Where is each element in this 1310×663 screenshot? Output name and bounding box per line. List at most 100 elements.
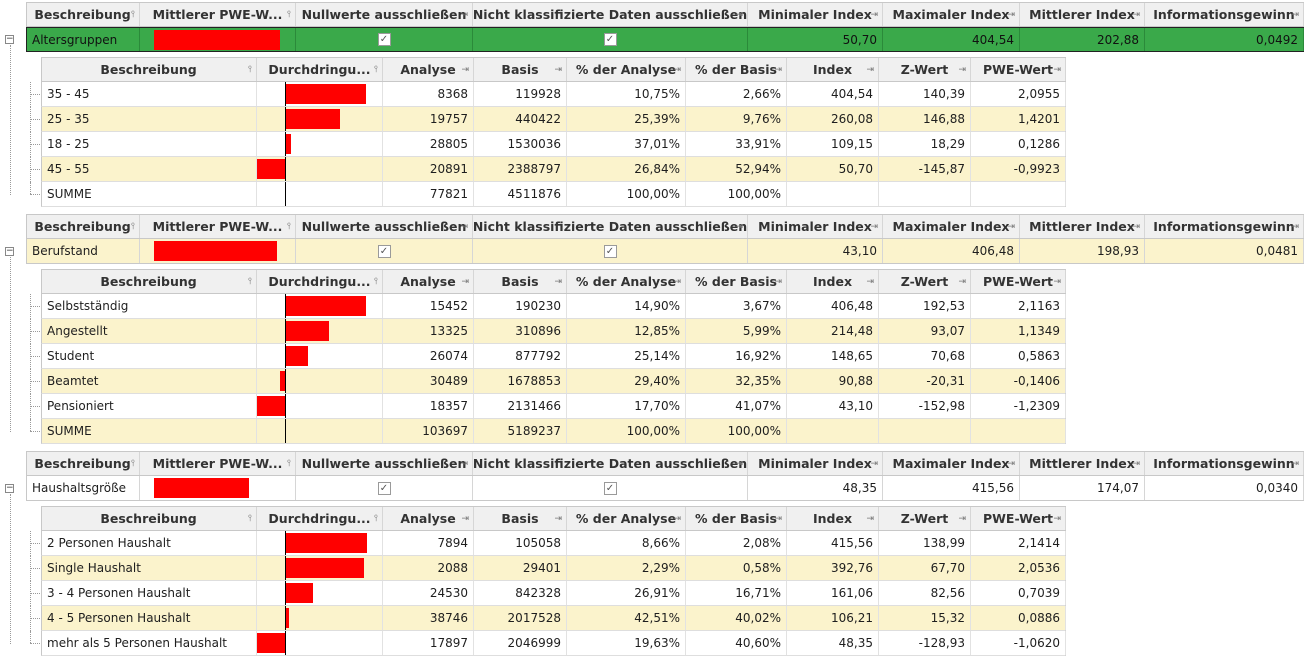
pin-icon[interactable]: ⇥ — [1132, 459, 1140, 469]
detail-row[interactable]: Angestellt 13325 310896 12,85% 5,99% 214,48 93… — [41, 319, 1066, 344]
detail-column-header-index[interactable]: Index ⇥ — [787, 270, 879, 293]
filter-pin-icon[interactable]: ⫯ — [287, 10, 291, 20]
column-header-nullwerte[interactable]: Nullwerte ausschließen ⇥ — [296, 452, 473, 475]
column-header-min-index[interactable]: Minimaler Index ⇥ — [748, 3, 883, 26]
pin-icon[interactable]: ⇥ — [958, 65, 966, 75]
filter-pin-icon[interactable]: ⫯ — [248, 65, 252, 75]
detail-column-header-pct-analyse[interactable]: % der Analyse ⇥ — [567, 58, 686, 81]
pin-icon[interactable]: ⇥ — [554, 514, 562, 524]
column-header-max-index[interactable]: Maximaler Index ⇥ — [883, 452, 1020, 475]
detail-column-header-durchdringung[interactable]: Durchdringu... ⫯ — [257, 270, 383, 293]
pin-icon[interactable]: ⇥ — [958, 277, 966, 287]
pin-icon[interactable]: ⇥ — [1291, 459, 1299, 469]
filter-pin-icon[interactable]: ⫯ — [248, 514, 252, 524]
pin-icon[interactable]: ⇥ — [735, 10, 743, 20]
filter-pin-icon[interactable]: ⫯ — [131, 459, 135, 469]
detail-column-header-pct-basis[interactable]: % der Basis ⇥ — [686, 58, 787, 81]
column-header-mittlerer-pwe[interactable]: Mittlerer PWE-W... ⫯ — [140, 452, 296, 475]
checkbox[interactable]: ✓ — [377, 244, 391, 258]
pin-icon[interactable]: ⇥ — [1132, 10, 1140, 20]
column-header-min-index[interactable]: Minimaler Index ⇥ — [748, 452, 883, 475]
column-header-mittlerer-index[interactable]: Mittlerer Index ⇥ — [1020, 3, 1145, 26]
filter-pin-icon[interactable]: ⫯ — [287, 459, 291, 469]
column-header-min-index[interactable]: Minimaler Index ⇥ — [748, 215, 883, 238]
filter-pin-icon[interactable]: ⫯ — [374, 514, 378, 524]
pin-icon[interactable]: ⇥ — [774, 277, 782, 287]
detail-column-header-index[interactable]: Index ⇥ — [787, 507, 879, 530]
group-row-1[interactable]: Berufstand ✓ ✓ 43,10 406,48 198,93 0,0481 — [26, 239, 1304, 264]
group-cell-nicht-klassifiziert[interactable]: ✓ — [473, 239, 748, 263]
filter-pin-icon[interactable]: ⫯ — [248, 277, 252, 287]
pin-icon[interactable]: ⇥ — [460, 459, 468, 469]
detail-column-header-z-wert[interactable]: Z-Wert ⇥ — [879, 507, 971, 530]
detail-row[interactable]: Selbstständig 15452 190230 14,90% 3,67% 406,4… — [41, 294, 1066, 319]
collapse-icon[interactable]: − — [5, 483, 14, 493]
pin-icon[interactable]: ⇥ — [461, 514, 469, 524]
pin-icon[interactable]: ⇥ — [866, 65, 874, 75]
detail-column-header-z-wert[interactable]: Z-Wert ⇥ — [879, 58, 971, 81]
pin-icon[interactable]: ⇥ — [1007, 10, 1015, 20]
column-header-mittlerer-pwe[interactable]: Mittlerer PWE-W... ⫯ — [140, 215, 296, 238]
detail-column-header-pct-basis[interactable]: % der Basis ⇥ — [686, 507, 787, 530]
group-cell-nullwerte[interactable]: ✓ — [296, 28, 473, 51]
column-header-nicht-klassifiziert[interactable]: Nicht klassifizierte Daten ausschließen ⇥ — [473, 452, 748, 475]
checkbox[interactable]: ✓ — [603, 33, 617, 46]
detail-column-header-basis[interactable]: Basis ⇥ — [474, 270, 567, 293]
collapse-icon[interactable]: − — [5, 246, 14, 256]
filter-pin-icon[interactable]: ⫯ — [374, 277, 378, 287]
detail-row[interactable]: 18 - 25 28805 1530036 37,01% 33,91% 109,15 18,… — [41, 132, 1066, 157]
column-header-nicht-klassifiziert[interactable]: Nicht klassifizierte Daten ausschließen ⇥ — [473, 215, 748, 238]
detail-column-header-z-wert[interactable]: Z-Wert ⇥ — [879, 270, 971, 293]
group-cell-nullwerte[interactable]: ✓ — [296, 239, 473, 263]
detail-column-header-pwe-wert[interactable]: PWE-Wert ⇥ — [971, 58, 1066, 81]
column-header-nullwerte[interactable]: Nullwerte ausschließen ⇥ — [296, 3, 473, 26]
detail-column-header-analyse[interactable]: Analyse ⇥ — [383, 58, 474, 81]
group-cell-nicht-klassifiziert[interactable]: ✓ — [473, 476, 748, 500]
detail-row[interactable]: 2 Personen Haushalt 7894 105058 8,66% 2,08% 4… — [41, 531, 1066, 556]
detail-column-header-analyse[interactable]: Analyse ⇥ — [383, 507, 474, 530]
checkbox[interactable]: ✓ — [377, 33, 391, 46]
pin-icon[interactable]: ⇥ — [461, 277, 469, 287]
pin-icon[interactable]: ⇥ — [1291, 10, 1299, 20]
filter-pin-icon[interactable]: ⫯ — [374, 65, 378, 75]
collapse-icon[interactable]: − — [5, 34, 14, 44]
detail-column-header-pct-basis[interactable]: % der Basis ⇥ — [686, 270, 787, 293]
pin-icon[interactable]: ⇥ — [774, 514, 782, 524]
detail-row[interactable]: Single Haushalt 2088 29401 2,29% 0,58% 392,76… — [41, 556, 1066, 581]
pin-icon[interactable]: ⇥ — [1053, 277, 1061, 287]
pin-icon[interactable]: ⇥ — [774, 65, 782, 75]
checkbox[interactable]: ✓ — [377, 481, 391, 495]
detail-row[interactable]: 4 - 5 Personen Haushalt 38746 2017528 42,51… — [41, 606, 1066, 631]
detail-column-header-beschreibung[interactable]: Beschreibung ⫯ — [41, 58, 257, 81]
column-header-max-index[interactable]: Maximaler Index ⇥ — [883, 215, 1020, 238]
column-header-info-gewinn[interactable]: Informationsgewinn ⇥ — [1145, 452, 1304, 475]
detail-column-header-pct-analyse[interactable]: % der Analyse ⇥ — [567, 507, 686, 530]
filter-pin-icon[interactable]: ⫯ — [287, 222, 291, 232]
column-header-mittlerer-index[interactable]: Mittlerer Index ⇥ — [1020, 215, 1145, 238]
pin-icon[interactable]: ⇥ — [460, 10, 468, 20]
column-header-info-gewinn[interactable]: Informationsgewinn ⇥ — [1145, 215, 1304, 238]
group-row-0[interactable]: Altersgruppen ✓ ✓ 50,70 404,54 202,88 0,0492 — [26, 27, 1304, 52]
column-header-mittlerer-pwe[interactable]: Mittlerer PWE-W... ⫯ — [140, 3, 296, 26]
pin-icon[interactable]: ⇥ — [870, 459, 878, 469]
pin-icon[interactable]: ⇥ — [1007, 222, 1015, 232]
pin-icon[interactable]: ⇥ — [958, 514, 966, 524]
detail-column-header-pct-analyse[interactable]: % der Analyse ⇥ — [567, 270, 686, 293]
column-header-beschreibung[interactable]: Beschreibung ⫯ — [26, 452, 140, 475]
detail-row[interactable]: SUMME 103697 5189237 100,00% 100,00% — [41, 419, 1066, 444]
detail-row[interactable]: 35 - 45 8368 119928 10,75% 2,66% 404,54 140,39… — [41, 82, 1066, 107]
detail-column-header-beschreibung[interactable]: Beschreibung ⫯ — [41, 270, 257, 293]
detail-row[interactable]: Student 26074 877792 25,14% 16,92% 148,65 70,6… — [41, 344, 1066, 369]
group-cell-nullwerte[interactable]: ✓ — [296, 476, 473, 500]
detail-column-header-durchdringung[interactable]: Durchdringu... ⫯ — [257, 507, 383, 530]
detail-column-header-basis[interactable]: Basis ⇥ — [474, 507, 567, 530]
pin-icon[interactable]: ⇥ — [735, 222, 743, 232]
column-header-mittlerer-index[interactable]: Mittlerer Index ⇥ — [1020, 452, 1145, 475]
pin-icon[interactable]: ⇥ — [673, 65, 681, 75]
detail-column-header-analyse[interactable]: Analyse ⇥ — [383, 270, 474, 293]
column-header-beschreibung[interactable]: Beschreibung ⫯ — [26, 3, 140, 26]
detail-row[interactable]: SUMME 77821 4511876 100,00% 100,00% — [41, 182, 1066, 207]
pin-icon[interactable]: ⇥ — [554, 277, 562, 287]
pin-icon[interactable]: ⇥ — [1007, 459, 1015, 469]
detail-row[interactable]: 3 - 4 Personen Haushalt 24530 842328 26,91%… — [41, 581, 1066, 606]
